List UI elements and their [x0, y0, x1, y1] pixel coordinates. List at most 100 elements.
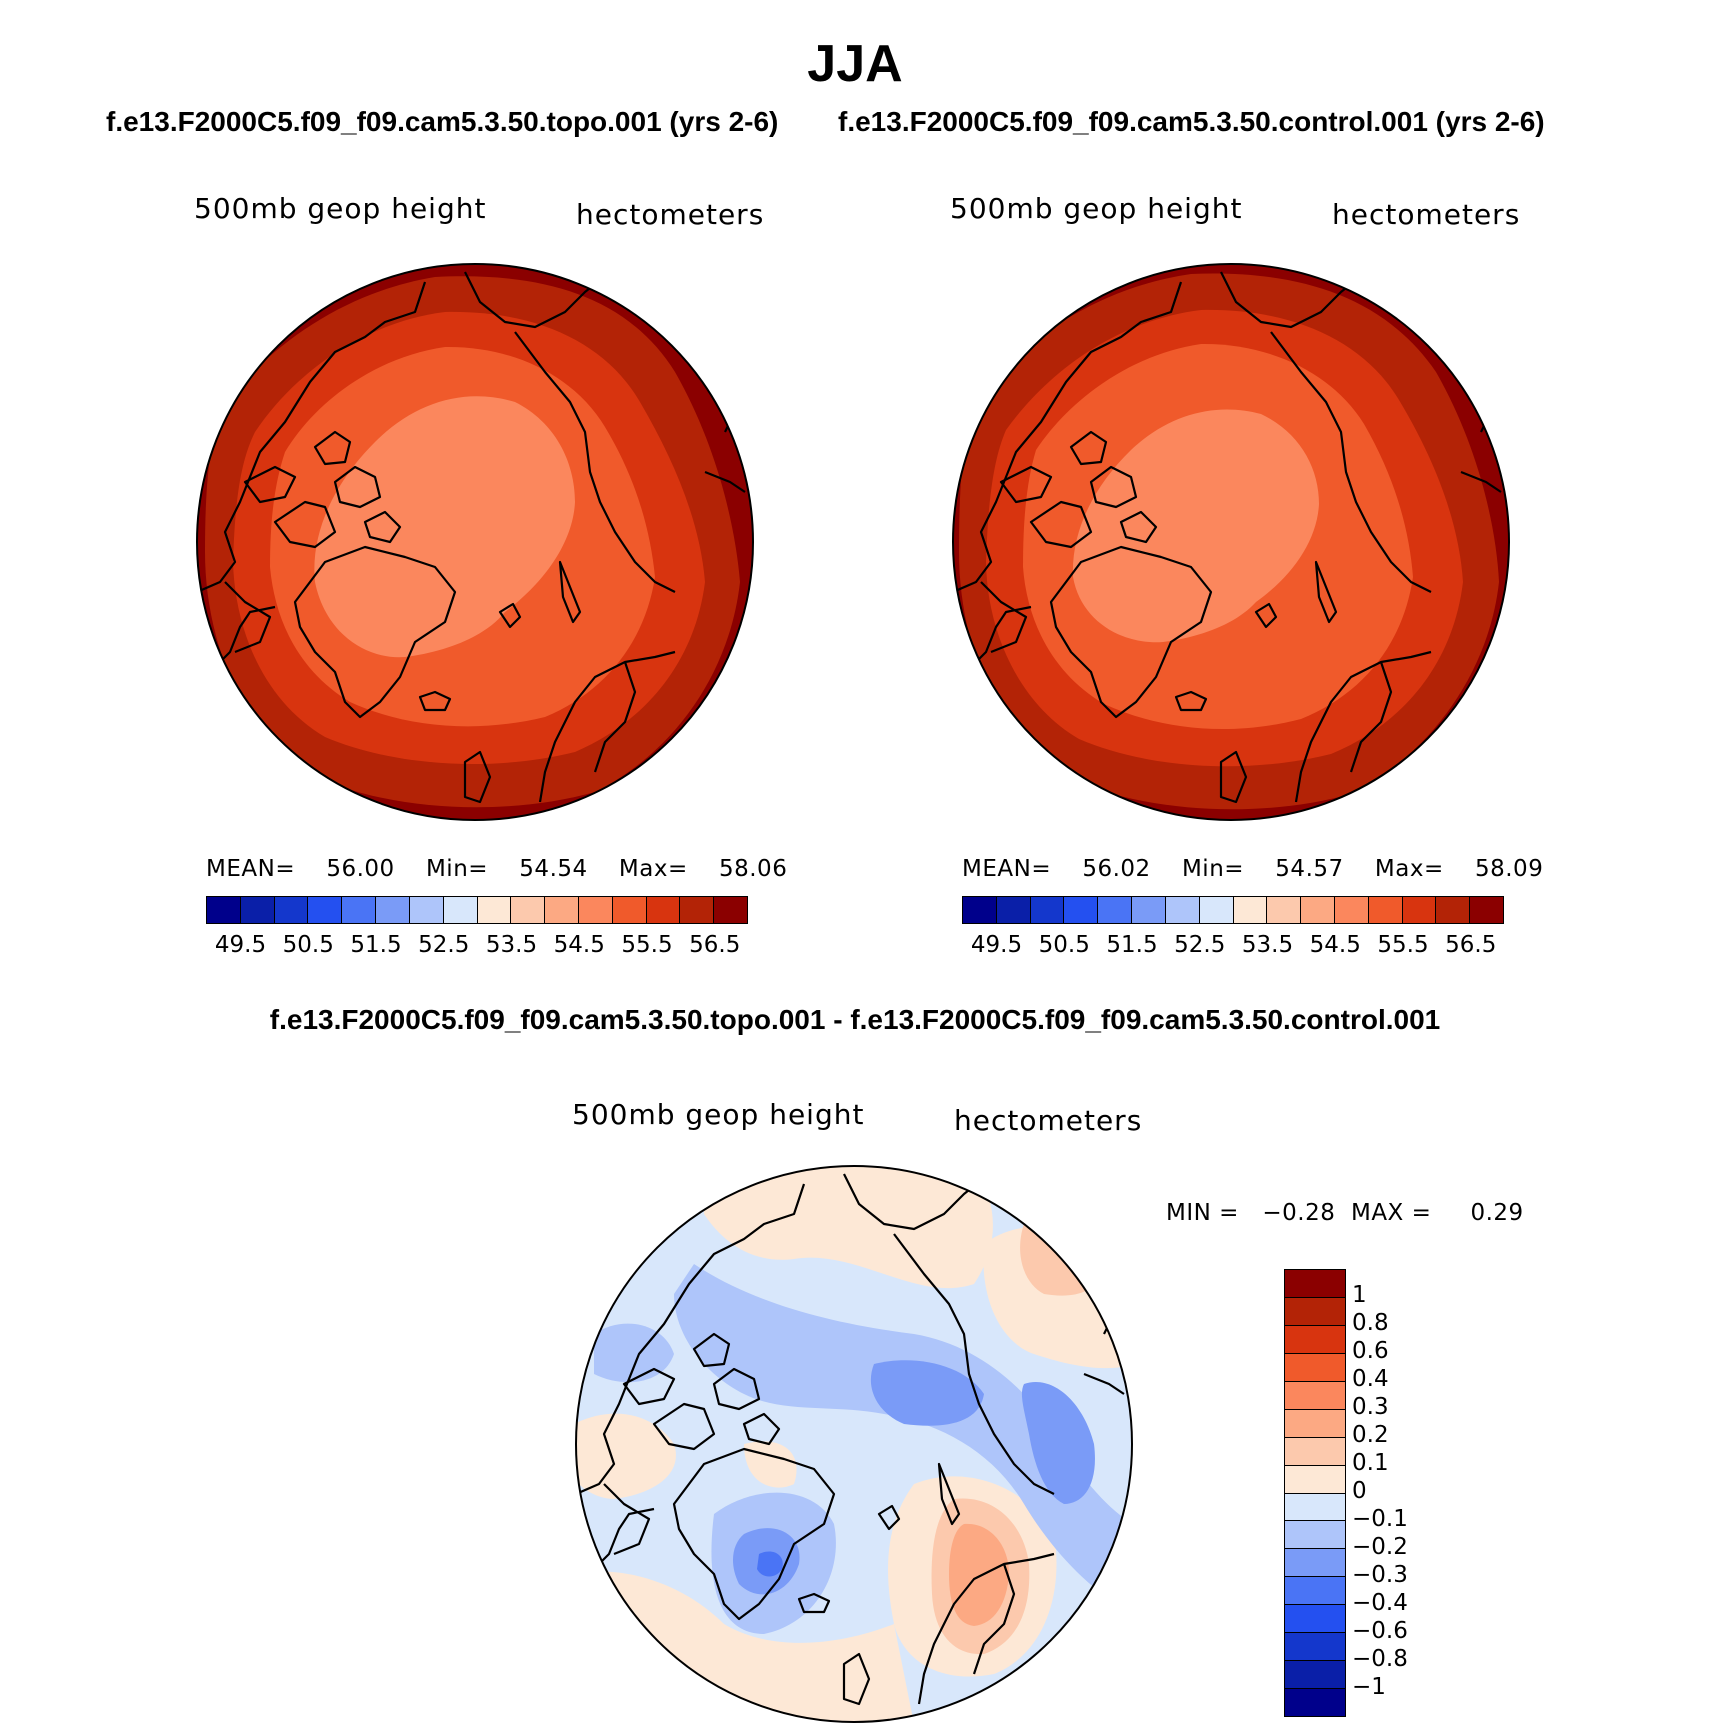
colorbar-swatch	[1285, 1577, 1345, 1606]
panel-1-colorbar	[206, 896, 748, 924]
max-label: Max=	[618, 856, 688, 882]
colorbar-tick-label: 49.5	[970, 932, 1023, 958]
colorbar-swatch	[1285, 1437, 1345, 1466]
colorbar-swatch	[1402, 897, 1437, 923]
mean-value: 56.00	[326, 856, 395, 882]
mean-label: MEAN=	[206, 856, 296, 882]
colorbar-tick-label: 0.8	[1352, 1310, 1389, 1336]
colorbar-tick-label: 0.1	[1352, 1450, 1389, 1476]
contour-level-neg-0-2	[594, 1323, 674, 1383]
colorbar-swatch	[1233, 897, 1268, 923]
colorbar-tick-label: 55.5	[1377, 932, 1429, 958]
colorbar-swatch	[1030, 897, 1065, 923]
colorbar-tick-label: 0	[1352, 1478, 1367, 1504]
colorbar-tick-label: 50.5	[282, 932, 334, 958]
colorbar-tick-label: −0.2	[1352, 1534, 1408, 1560]
panel-2-variable-label: 500mb geop height	[950, 192, 1243, 225]
colorbar-tick-label: −0.3	[1352, 1562, 1408, 1588]
colorbar-swatch	[207, 897, 241, 923]
contour-level-pos-0-3	[949, 1523, 1009, 1626]
colorbar-swatch	[578, 897, 613, 923]
diff-stats: MIN = −0.28 MAX = 0.29	[1166, 1200, 1524, 1226]
colorbar-swatch	[1285, 1409, 1345, 1438]
panel-2-colorbar	[962, 896, 1504, 924]
colorbar-swatch	[963, 897, 997, 923]
diff-units-label: hectometers	[954, 1104, 1143, 1137]
colorbar-tick-label: −0.4	[1352, 1590, 1408, 1616]
colorbar-tick-label: 56.5	[689, 932, 741, 958]
colorbar-swatch	[1436, 897, 1471, 923]
colorbar-swatch	[1285, 1297, 1345, 1326]
colorbar-tick-label: 0.2	[1352, 1422, 1389, 1448]
colorbar-swatch	[1285, 1605, 1345, 1634]
colorbar-tick-label: 53.5	[1241, 932, 1294, 958]
colorbar-tick-label: 1	[1352, 1282, 1367, 1308]
colorbar-swatch	[545, 897, 579, 923]
max-value: 58.06	[718, 856, 788, 882]
panel-1-polar-map	[196, 263, 754, 821]
colorbar-tick-label: 54.5	[553, 932, 605, 958]
colorbar-swatch	[1470, 897, 1503, 923]
colorbar-tick-label: −1	[1352, 1674, 1386, 1700]
colorbar-swatch	[477, 897, 512, 923]
max-label: Max=	[1374, 856, 1444, 882]
colorbar-tick-label: 50.5	[1038, 932, 1090, 958]
diff-min-label: MIN =	[1166, 1200, 1239, 1226]
panel-2-stats: MEAN= 56.02 Min= 54.57 Max= 58.09	[962, 856, 1543, 882]
colorbar-swatch	[1285, 1493, 1345, 1522]
panel-1-units-label: hectometers	[576, 198, 765, 231]
colorbar-swatch	[714, 897, 747, 923]
colorbar-tick-label: −0.1	[1352, 1506, 1408, 1532]
contour-level-neg-0-4	[757, 1551, 783, 1577]
colorbar-tick-label: 51.5	[1106, 932, 1158, 958]
colorbar-swatch	[1285, 1381, 1345, 1410]
colorbar-swatch	[1199, 897, 1234, 923]
colorbar-tick-label: −0.6	[1352, 1618, 1408, 1644]
colorbar-swatch	[1334, 897, 1369, 923]
colorbar-tick-label: 51.5	[350, 932, 402, 958]
min-value: 54.57	[1275, 856, 1344, 882]
map-boundary	[952, 263, 1510, 821]
colorbar-swatch	[511, 897, 546, 923]
colorbar-swatch	[1285, 1549, 1345, 1578]
diff-variable-label: 500mb geop height	[572, 1098, 865, 1131]
panel-2-case-title: f.e13.F2000C5.f09_f09.cam5.3.50.control.…	[838, 106, 1545, 137]
colorbar-tick-label: 0.4	[1352, 1366, 1389, 1392]
panel-2-polar-map	[952, 263, 1510, 821]
diff-max-value: 0.29	[1470, 1200, 1524, 1226]
colorbar-swatch	[1285, 1325, 1345, 1354]
colorbar-swatch	[342, 897, 377, 923]
contour-level-pos-0-1	[576, 1413, 676, 1499]
diff-panel-title: f.e13.F2000C5.f09_f09.cam5.3.50.topo.001…	[269, 1004, 1441, 1035]
colorbar-tick-label: 52.5	[418, 932, 470, 958]
diff-min-value: −0.28	[1262, 1200, 1336, 1226]
colorbar-swatch	[646, 897, 681, 923]
colorbar-swatch	[1285, 1465, 1345, 1494]
main-title: JJA	[807, 35, 903, 93]
colorbar-swatch	[376, 897, 410, 923]
contour-level-pos-0-1	[704, 1166, 993, 1289]
colorbar-swatch	[1285, 1633, 1345, 1662]
colorbar-swatch	[1285, 1661, 1345, 1690]
colorbar-swatch	[1132, 897, 1166, 923]
colorbar-tick-label: 52.5	[1174, 932, 1226, 958]
min-value: 54.54	[519, 856, 588, 882]
mean-value: 56.02	[1082, 856, 1151, 882]
min-label: Min=	[425, 856, 489, 882]
colorbar-tick-label: 55.5	[621, 932, 673, 958]
colorbar-swatch	[680, 897, 715, 923]
diff-colorbar	[1284, 1269, 1346, 1717]
map-boundary	[196, 263, 754, 821]
colorbar-tick-label: 53.5	[485, 932, 538, 958]
colorbar-swatch	[1285, 1521, 1345, 1550]
colorbar-swatch	[274, 897, 309, 923]
colorbar-tick-label: 56.5	[1445, 932, 1497, 958]
colorbar-swatch	[1098, 897, 1133, 923]
colorbar-tick-label: 0.3	[1352, 1394, 1389, 1420]
colorbar-tick-label: 49.5	[214, 932, 267, 958]
colorbar-swatch	[612, 897, 647, 923]
panel-2-units-label: hectometers	[1332, 198, 1521, 231]
colorbar-swatch	[1368, 897, 1403, 923]
colorbar-swatch	[1301, 897, 1335, 923]
colorbar-swatch	[240, 897, 275, 923]
